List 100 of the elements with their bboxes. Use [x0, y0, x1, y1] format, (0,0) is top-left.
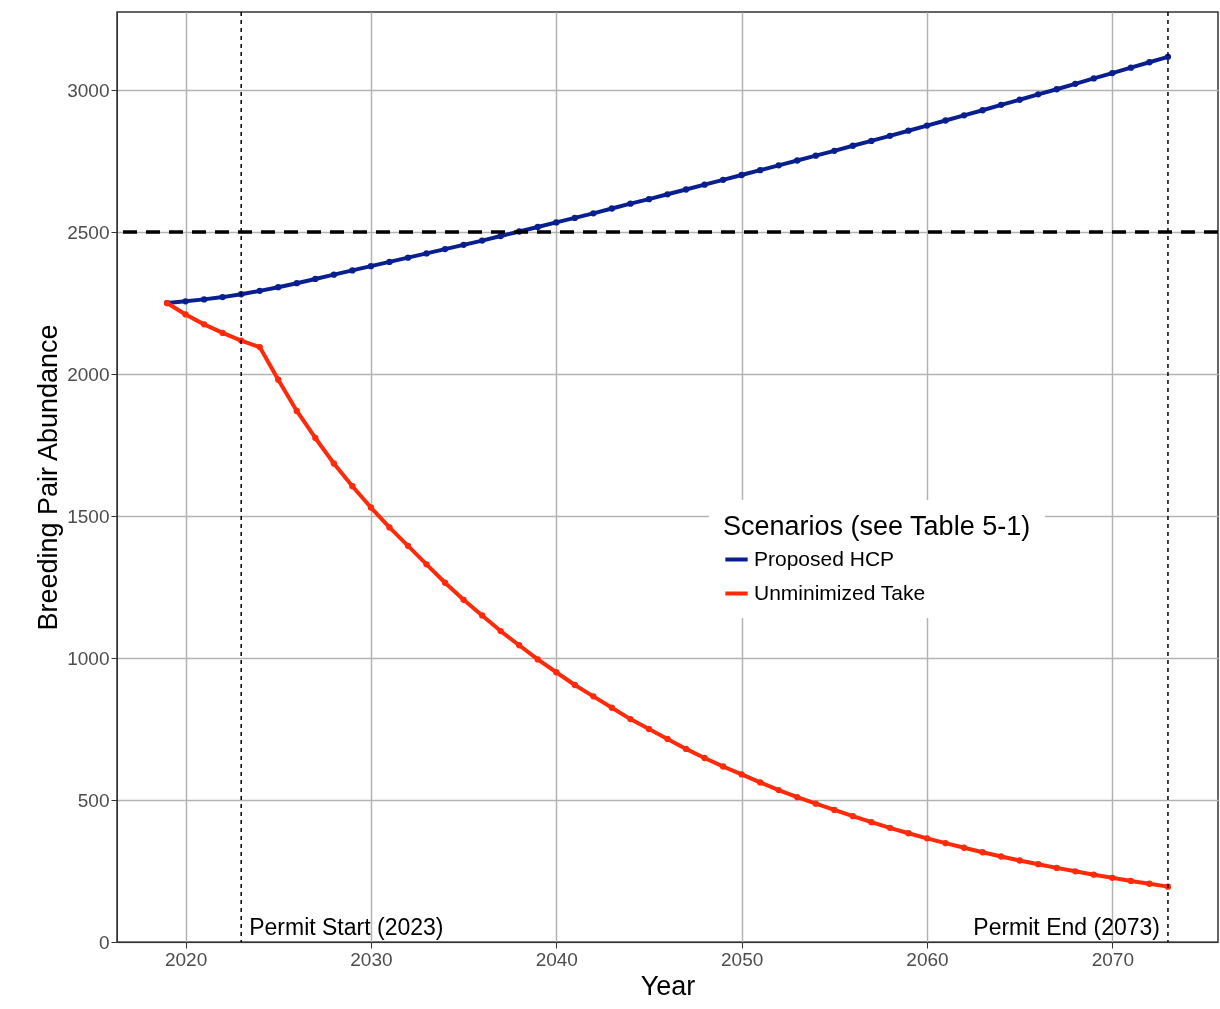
ref-line-label: Permit End (2073) [973, 914, 1160, 940]
point [905, 127, 912, 134]
point [1035, 861, 1042, 868]
point [1072, 868, 1079, 875]
legend-title: Scenarios (see Table 5-1) [723, 511, 1031, 541]
point [849, 142, 857, 149]
point [831, 806, 838, 814]
point [590, 693, 597, 700]
point [349, 483, 356, 490]
point [979, 107, 986, 114]
point [719, 763, 727, 770]
point [775, 162, 782, 169]
point [182, 311, 189, 318]
point [516, 642, 523, 649]
point [553, 219, 560, 226]
y-tick-label: 1500 [67, 505, 110, 527]
y-tick-label: 2500 [67, 221, 110, 243]
point [460, 241, 467, 249]
point [997, 853, 1005, 860]
point [312, 275, 319, 283]
point [701, 181, 708, 188]
point [868, 137, 875, 145]
y-axis-title: Breeding Pair Abundance [33, 324, 64, 631]
point [386, 524, 393, 531]
point [219, 293, 226, 301]
point [757, 167, 764, 174]
point [757, 779, 764, 786]
y-tick-label: 0 [98, 931, 110, 953]
point [1109, 69, 1116, 77]
point [460, 596, 467, 603]
point [1035, 91, 1042, 98]
point [423, 250, 430, 257]
point [942, 840, 949, 847]
point [979, 849, 986, 856]
point [608, 704, 616, 711]
point [645, 725, 653, 733]
point [534, 656, 541, 663]
point [256, 343, 263, 351]
y-tick-label: 2000 [67, 363, 110, 385]
point [1053, 864, 1060, 872]
point [831, 147, 838, 155]
point [868, 819, 875, 826]
point [905, 830, 912, 837]
point [386, 258, 393, 266]
point [738, 771, 745, 778]
point [330, 460, 338, 467]
point [923, 835, 931, 842]
point [1072, 80, 1079, 87]
point [182, 298, 189, 305]
legend-label: Proposed HCP [754, 546, 895, 570]
point [627, 715, 634, 723]
point [775, 786, 782, 794]
point [367, 504, 375, 511]
y-tick-label: 500 [77, 789, 110, 811]
point [719, 176, 727, 183]
point [256, 287, 263, 295]
x-tick-label: 2020 [164, 948, 208, 970]
point [219, 329, 226, 337]
point [812, 152, 819, 159]
point [812, 800, 819, 807]
point [701, 754, 708, 762]
x-tick-label: 2050 [721, 948, 764, 970]
point [960, 112, 968, 119]
point [664, 191, 671, 198]
point [553, 669, 560, 676]
x-tick-label: 2070 [1091, 948, 1134, 970]
point [275, 376, 282, 383]
point [441, 245, 449, 253]
point [1146, 59, 1153, 66]
point [275, 284, 282, 291]
point [608, 205, 616, 212]
point [664, 735, 671, 743]
point [682, 186, 690, 193]
x-tick-label: 2040 [535, 948, 578, 970]
point [367, 263, 375, 270]
point [738, 171, 745, 179]
point [404, 254, 412, 261]
point [590, 210, 597, 217]
point [497, 232, 504, 240]
point [960, 844, 968, 851]
point [682, 745, 690, 753]
point [923, 122, 931, 129]
point [627, 200, 634, 207]
x-tick-label: 2030 [350, 948, 393, 970]
legend-label: Unminimized Take [754, 580, 926, 604]
point [794, 157, 801, 164]
point [200, 296, 208, 303]
point [571, 214, 578, 222]
point [478, 612, 486, 619]
point [942, 117, 949, 124]
point [645, 195, 653, 203]
y-tick-label: 1000 [67, 647, 110, 669]
point [1090, 75, 1097, 82]
point [497, 627, 504, 635]
point [997, 101, 1005, 109]
point [886, 824, 894, 831]
point [571, 681, 578, 689]
point [1109, 874, 1116, 881]
point [312, 434, 319, 442]
point [293, 280, 300, 287]
